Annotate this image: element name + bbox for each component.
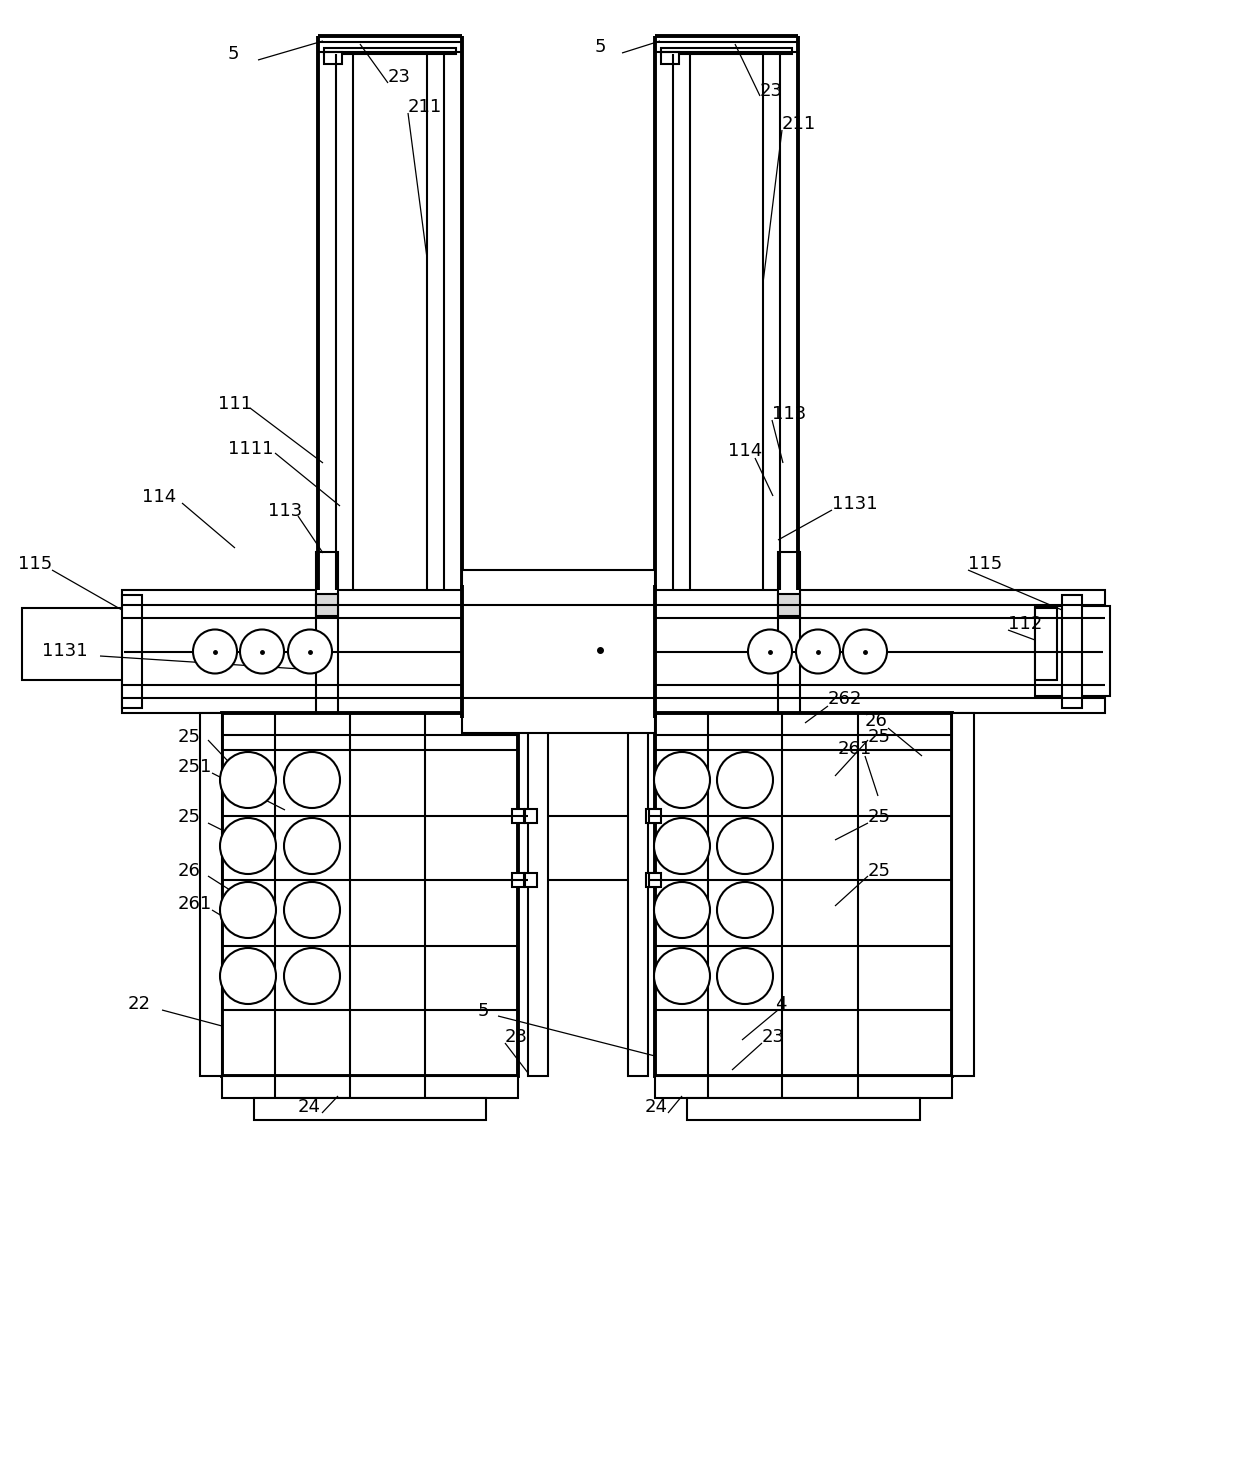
Text: 261: 261: [179, 895, 212, 913]
Text: 112: 112: [1008, 615, 1043, 633]
Bar: [627, 644, 649, 1076]
Text: 25: 25: [868, 862, 892, 879]
Circle shape: [796, 630, 839, 674]
Text: 261: 261: [838, 740, 872, 757]
Bar: [525, 809, 537, 824]
Bar: [316, 552, 339, 725]
Text: 1131: 1131: [42, 642, 88, 661]
Text: 25: 25: [179, 807, 201, 826]
Text: 22: 22: [128, 995, 151, 1013]
Circle shape: [219, 752, 277, 807]
Text: 115: 115: [19, 555, 52, 573]
Bar: [222, 1076, 518, 1098]
Circle shape: [241, 630, 284, 674]
Text: 25: 25: [868, 807, 892, 826]
Text: 211: 211: [782, 115, 816, 134]
Text: 23: 23: [388, 68, 410, 87]
Circle shape: [219, 882, 277, 938]
Bar: [646, 809, 658, 824]
Text: 25: 25: [179, 728, 201, 746]
Text: 23: 23: [763, 1028, 785, 1047]
Circle shape: [284, 752, 340, 807]
Bar: [463, 570, 655, 733]
Text: 211: 211: [408, 98, 443, 116]
Circle shape: [653, 948, 711, 1004]
Circle shape: [219, 818, 277, 873]
Text: 113: 113: [268, 502, 303, 520]
Circle shape: [219, 948, 277, 1004]
Circle shape: [717, 882, 773, 938]
Text: 23: 23: [505, 1028, 528, 1047]
Bar: [316, 595, 339, 617]
Bar: [1035, 608, 1056, 680]
Bar: [661, 48, 792, 54]
Text: 26: 26: [179, 862, 201, 879]
Bar: [222, 713, 518, 1076]
Circle shape: [284, 948, 340, 1004]
Text: 251: 251: [179, 757, 212, 777]
Bar: [324, 48, 456, 54]
Text: 5: 5: [228, 46, 239, 63]
Text: 23: 23: [760, 82, 782, 100]
Text: 114: 114: [143, 487, 176, 506]
Circle shape: [288, 630, 332, 674]
Bar: [655, 1076, 952, 1098]
Text: 5: 5: [477, 1003, 490, 1020]
Circle shape: [653, 882, 711, 938]
Text: 114: 114: [728, 442, 763, 459]
Text: 113: 113: [773, 405, 806, 423]
Bar: [324, 51, 342, 65]
Bar: [649, 809, 661, 824]
Text: 262: 262: [828, 690, 862, 708]
Text: 111: 111: [218, 395, 252, 413]
Bar: [254, 1098, 486, 1120]
Text: 24: 24: [645, 1098, 668, 1116]
Bar: [525, 873, 537, 887]
Bar: [649, 873, 661, 887]
Bar: [122, 590, 1105, 713]
Circle shape: [193, 630, 237, 674]
Circle shape: [748, 630, 792, 674]
Bar: [1061, 595, 1083, 708]
Bar: [528, 644, 548, 1076]
Text: 115: 115: [968, 555, 1002, 573]
Circle shape: [284, 882, 340, 938]
Text: 26: 26: [866, 712, 888, 730]
Text: 4: 4: [775, 995, 786, 1013]
Text: 25: 25: [868, 728, 892, 746]
Bar: [512, 873, 525, 887]
Bar: [22, 608, 124, 680]
Bar: [655, 713, 952, 1076]
Bar: [777, 595, 800, 617]
Circle shape: [653, 818, 711, 873]
Bar: [122, 595, 143, 708]
Circle shape: [717, 752, 773, 807]
Circle shape: [717, 818, 773, 873]
Bar: [646, 873, 658, 887]
Bar: [512, 809, 525, 824]
Bar: [200, 713, 222, 1076]
Circle shape: [284, 818, 340, 873]
Text: 5: 5: [595, 38, 606, 56]
Text: 1131: 1131: [832, 495, 878, 512]
Circle shape: [717, 948, 773, 1004]
Circle shape: [653, 752, 711, 807]
Bar: [661, 51, 680, 65]
Text: 1111: 1111: [228, 440, 274, 458]
Bar: [1035, 606, 1110, 696]
Bar: [777, 552, 800, 725]
Bar: [952, 713, 973, 1076]
Bar: [687, 1098, 920, 1120]
Text: 24: 24: [298, 1098, 321, 1116]
Circle shape: [843, 630, 887, 674]
